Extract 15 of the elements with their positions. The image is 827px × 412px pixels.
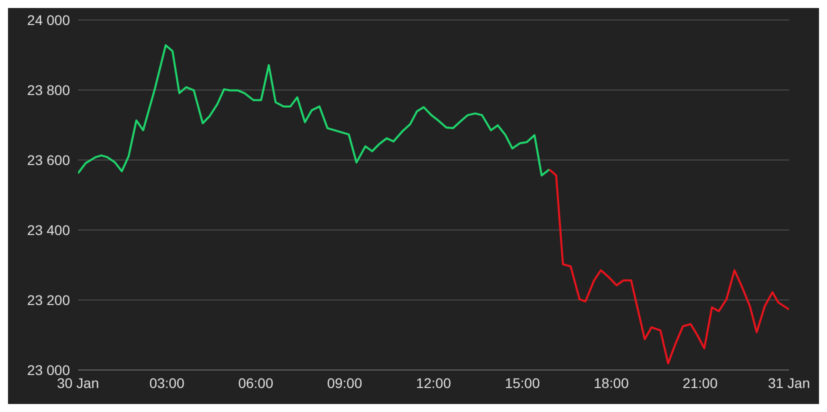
- line-series: [78, 44, 550, 176]
- x-tick-label: 18:00: [594, 374, 629, 391]
- x-tick-label: 15:00: [504, 374, 540, 391]
- line-series: [548, 168, 789, 364]
- y-tick-label: 23 200: [27, 292, 70, 308]
- y-tick-label: 23 800: [27, 82, 70, 98]
- x-tick-label: 21:00: [682, 374, 718, 391]
- x-tick-label: 12:00: [416, 374, 452, 391]
- y-tick-label: 23 400: [27, 222, 70, 238]
- y-tick-label: 24 000: [27, 12, 70, 28]
- y-tick-label: 23 600: [27, 152, 70, 168]
- x-tick-label: 09:00: [327, 374, 362, 391]
- x-tick-label: 03:00: [149, 374, 185, 391]
- x-tick-label: 31 Jan: [768, 374, 810, 391]
- x-tick-label: 06:00: [238, 374, 274, 391]
